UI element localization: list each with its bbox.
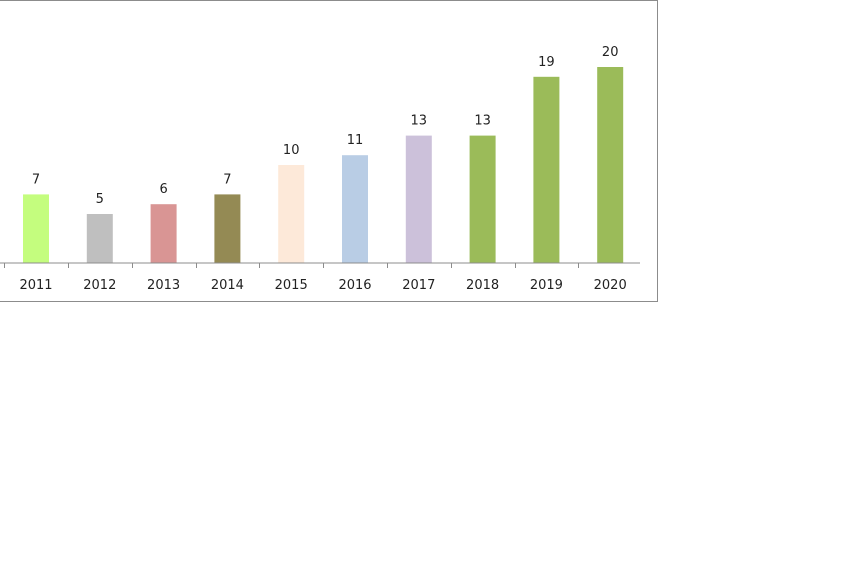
- bar-2018: [469, 135, 496, 263]
- bar-2014: [214, 194, 241, 263]
- bars-layer: [23, 67, 624, 263]
- x-tick-label-2014: 2014: [211, 278, 244, 293]
- data-label-2014: 7: [223, 172, 231, 187]
- data-label-2016: 11: [347, 133, 364, 148]
- x-tick-label-2015: 2015: [275, 278, 308, 293]
- x-tick-label-2012: 2012: [83, 278, 116, 293]
- bar-2017: [405, 135, 432, 263]
- x-tick-label-2018: 2018: [466, 278, 499, 293]
- data-labels-layer: 7 5 6 7 10 11 13 13 19 20: [32, 45, 619, 207]
- data-label-2018: 13: [474, 114, 491, 129]
- bar-2016: [342, 155, 368, 263]
- data-label-2020: 20: [602, 45, 619, 60]
- x-tick-label-2017: 2017: [402, 278, 435, 293]
- data-label-2015: 10: [283, 143, 300, 158]
- bar-2020: [597, 67, 624, 263]
- x-tick-label-2013: 2013: [147, 278, 180, 293]
- bar-2012: [86, 214, 113, 263]
- data-label-2017: 13: [411, 114, 428, 129]
- bar-2013: [150, 204, 177, 263]
- data-label-2012: 5: [96, 192, 104, 207]
- data-label-2019: 19: [538, 55, 555, 70]
- x-tick-label-2016: 2016: [338, 278, 371, 293]
- bar-2019: [533, 76, 560, 263]
- x-axis-ticks: 2011 2012 2013 2014 2015 2016 2017 2018 2019 2020: [4, 263, 627, 293]
- x-tick-label-2019: 2019: [530, 278, 563, 293]
- bar-2015: [278, 165, 305, 263]
- bar-2011: [23, 194, 49, 263]
- data-label-2011: 7: [32, 172, 40, 187]
- data-label-2013: 6: [159, 182, 167, 197]
- x-tick-label-2020: 2020: [594, 278, 627, 293]
- x-tick-label-2011: 2011: [19, 278, 52, 293]
